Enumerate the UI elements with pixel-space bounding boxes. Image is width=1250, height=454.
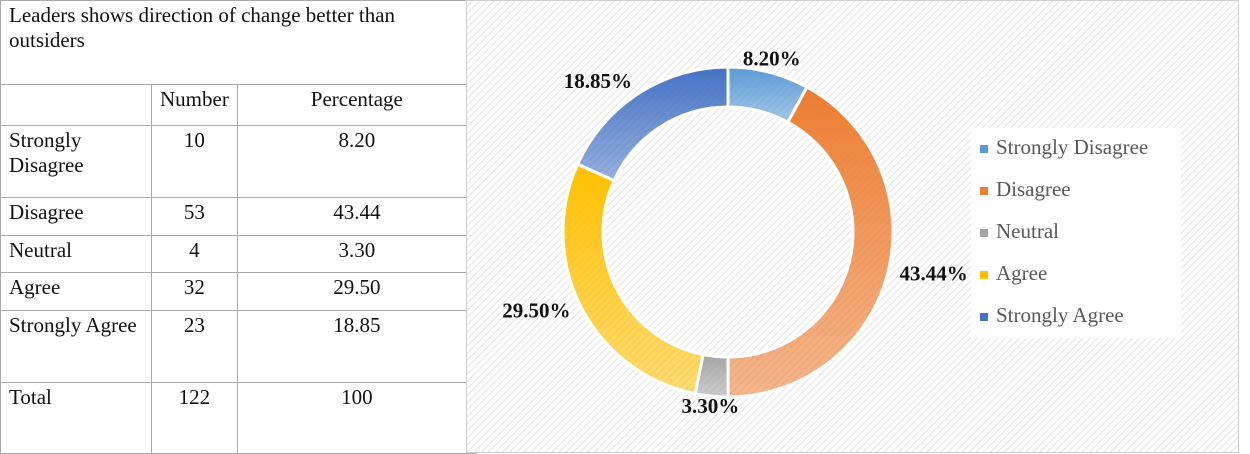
table-cell: 29.50 — [236, 272, 477, 311]
legend-swatch — [980, 313, 988, 321]
table-cell: 100 — [236, 382, 477, 454]
legend-swatch — [980, 271, 988, 279]
chart: 8.20% 43.44% 3.30% 29.50% 18.85% Strongly Dis… — [466, 0, 1239, 453]
legend-label: Disagree — [996, 177, 1071, 201]
data-label: 43.44% — [900, 261, 968, 285]
table-cell: 53 — [151, 197, 238, 236]
legend-box — [971, 128, 1181, 338]
legend-label: Strongly Disagree — [996, 135, 1148, 159]
data-label: 3.30% — [681, 394, 739, 418]
table-row: Neutral 4 3.30 — [0, 235, 477, 273]
data-label: 18.85% — [564, 69, 632, 93]
table-cell: Disagree — [0, 197, 152, 236]
table-title: Leaders shows direction of change better… — [0, 0, 477, 85]
data-label: 8.20% — [743, 46, 801, 70]
legend-swatch — [980, 187, 988, 195]
table-row: Strongly Agree 23 18.85 — [0, 310, 477, 383]
donut-segment — [575, 65, 730, 183]
table-cell: 8.20 — [236, 125, 477, 198]
table-cell: 4 — [151, 235, 238, 273]
table-cell: Total — [0, 382, 152, 454]
header-cell: Percentage — [236, 84, 477, 126]
donut-segment — [726, 85, 895, 399]
table-cell: 18.85 — [236, 310, 477, 383]
table-row: Total 122 100 — [0, 382, 477, 454]
table-cell: 23 — [151, 310, 238, 383]
table-row: Disagree 53 43.44 — [0, 197, 477, 236]
table-cell: 122 — [151, 382, 238, 454]
table-cell: Agree — [0, 272, 152, 311]
legend-label: Agree — [996, 261, 1047, 285]
table-cell: Strongly Disagree — [0, 125, 152, 198]
header-cell — [0, 84, 152, 126]
table-cell: Strongly Agree — [0, 310, 152, 383]
legend-label: Neutral — [996, 219, 1059, 243]
table-cell: 43.44 — [236, 197, 477, 236]
table-cell: Neutral — [0, 235, 152, 273]
data-label: 29.50% — [502, 298, 570, 322]
table-row: Strongly Disagree 10 8.20 — [0, 125, 477, 198]
table-cell: 3.30 — [236, 235, 477, 273]
table-cell: 10 — [151, 125, 238, 198]
legend-swatch — [980, 229, 988, 237]
legend-label: Strongly Agree — [996, 303, 1124, 327]
table-cell: 32 — [151, 272, 238, 311]
header-row: Number Percentage — [0, 84, 477, 126]
header-cell: Number — [151, 84, 238, 126]
data-table: Leaders shows direction of change better… — [0, 0, 477, 454]
legend-swatch — [980, 145, 988, 153]
table-row: Agree 32 29.50 — [0, 272, 477, 311]
